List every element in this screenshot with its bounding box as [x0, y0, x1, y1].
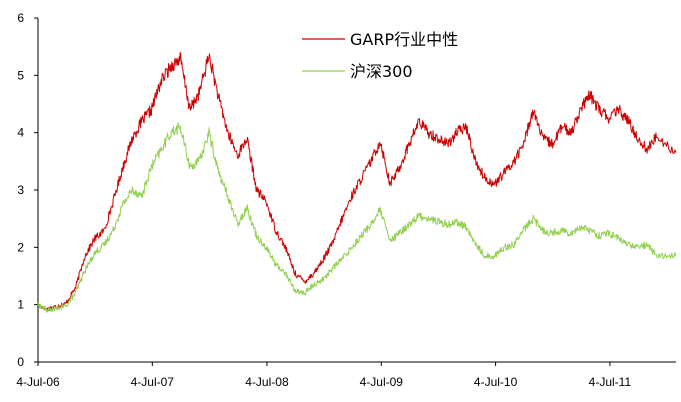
x-tick-label: 4-Jul-08: [245, 375, 289, 389]
y-ticks: 0 1 2 3 4 5 6: [17, 11, 38, 369]
x-tick-label: 4-Jul-06: [16, 375, 60, 389]
x-ticks: 4-Jul-06 4-Jul-07 4-Jul-08 4-Jul-09 4-Jul-10…: [16, 362, 631, 389]
series-group: [37, 51, 677, 313]
y-tick-label: 1: [17, 298, 24, 312]
legend-label-hs300: 沪深300: [350, 62, 413, 81]
y-tick-label: 4: [17, 126, 24, 140]
legend-entry-garp: GARP行业中性: [302, 30, 458, 49]
x-tick-label: 4-Jul-07: [131, 375, 175, 389]
legend: GARP行业中性 沪深300: [302, 30, 458, 81]
x-tick-label: 4-Jul-09: [360, 375, 404, 389]
y-tick-label: 0: [17, 355, 24, 369]
legend-entry-hs300: 沪深300: [302, 62, 413, 81]
y-tick-label: 2: [17, 240, 24, 254]
x-tick-label: 4-Jul-10: [474, 375, 518, 389]
series-line-garp: [37, 51, 677, 312]
y-tick-label: 3: [17, 183, 24, 197]
legend-label-garp: GARP行业中性: [350, 30, 458, 49]
x-tick-label: 4-Jul-11: [589, 375, 632, 389]
axes: 0 1 2 3 4 5 6 4-Jul-06 4-Jul-07 4-Jul-08 4-Jul-09…: [16, 11, 676, 389]
series-line-hs300: [37, 122, 677, 313]
y-tick-label: 6: [17, 11, 24, 25]
y-tick-label: 5: [17, 68, 24, 82]
